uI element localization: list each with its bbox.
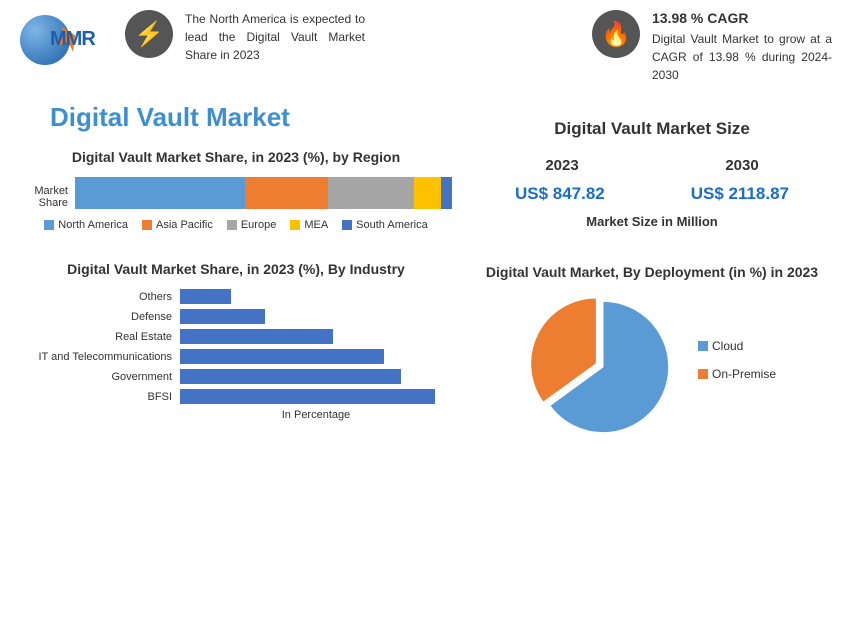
hbar-track [180, 389, 452, 404]
right-column: Digital Vault Market Size 2023 2030 US$ … [472, 94, 832, 442]
stat-text-cagr: Digital Vault Market to grow at a CAGR o… [652, 30, 832, 84]
legend-label: North America [58, 219, 128, 231]
hbar-fill [180, 309, 265, 324]
legend-swatch [227, 220, 237, 230]
legend-item: Europe [227, 219, 276, 231]
market-size-years: 2023 2030 [472, 157, 832, 174]
hbar-label: Defense [20, 311, 180, 323]
hbar-track [180, 369, 452, 384]
market-size-year2: 2030 [725, 157, 758, 174]
legend-label: Europe [241, 219, 276, 231]
stacked-seg-europe [328, 177, 415, 209]
legend-item: North America [44, 219, 128, 231]
region-chart: Digital Vault Market Share, in 2023 (%),… [20, 149, 452, 231]
hbar-fill [180, 369, 401, 384]
stacked-bar [75, 177, 452, 209]
legend-label: Asia Pacific [156, 219, 213, 231]
market-size-val2: US$ 2118.87 [691, 184, 789, 204]
legend-swatch [290, 220, 300, 230]
hbar-row: Government [20, 369, 452, 384]
hbar-fill [180, 329, 333, 344]
industry-chart: Digital Vault Market Share, in 2023 (%),… [20, 261, 452, 421]
lightning-icon: ⚡ [125, 10, 173, 58]
legend-item: Cloud [698, 339, 776, 353]
stat-block-region: ⚡ The North America is expected to lead … [125, 10, 365, 64]
region-legend: North America Asia Pacific Europe MEA South … [20, 219, 452, 231]
main-content: Digital Vault Market Digital Vault Marke… [0, 84, 852, 462]
hbar-fill [180, 389, 435, 404]
legend-swatch [142, 220, 152, 230]
hbar-label: Government [20, 371, 180, 383]
left-column: Digital Vault Market Digital Vault Marke… [20, 94, 452, 442]
hbar-fill [180, 289, 231, 304]
region-chart-body: Market Share [20, 177, 452, 209]
logo: MMR [20, 10, 110, 70]
legend-label: On-Premise [712, 367, 776, 381]
page-title: Digital Vault Market [50, 102, 452, 133]
hbar-row: BFSI [20, 389, 452, 404]
region-y-label: Market Share [20, 185, 68, 209]
hbar-row: Others [20, 289, 452, 304]
market-size-year1: 2023 [545, 157, 578, 174]
hbar-track [180, 309, 452, 324]
hbar-track [180, 289, 452, 304]
region-y-label-1: Market [34, 185, 68, 197]
hbar-row: IT and Telecommunications [20, 349, 452, 364]
pie-legend: Cloud On-Premise [698, 339, 776, 395]
industry-chart-title: Digital Vault Market Share, in 2023 (%),… [20, 261, 452, 277]
market-size-val1: US$ 847.82 [515, 184, 605, 204]
stat-text-region: The North America is expected to lead th… [185, 10, 365, 64]
pie-svg [528, 292, 678, 442]
hbar-label: Others [20, 291, 180, 303]
hbar-fill [180, 349, 384, 364]
hbar-row: Defense [20, 309, 452, 324]
legend-label: Cloud [712, 339, 743, 353]
legend-swatch [342, 220, 352, 230]
legend-swatch [44, 220, 54, 230]
industry-bars: Others Defense Real Estate IT and Telecommu… [20, 289, 452, 404]
hbar-track [180, 349, 452, 364]
market-size-section: Digital Vault Market Size 2023 2030 US$ … [472, 119, 832, 229]
legend-swatch [698, 341, 708, 351]
region-y-label-2: Share [39, 197, 68, 209]
legend-item: On-Premise [698, 367, 776, 381]
market-size-values: US$ 847.82 US$ 2118.87 [472, 184, 832, 204]
cagr-title: 13.98 % CAGR [652, 10, 832, 26]
pie-section: Digital Vault Market, By Deployment (in … [472, 264, 832, 442]
hbar-label: BFSI [20, 391, 180, 403]
stacked-seg-south-america [441, 177, 452, 209]
stacked-seg-mea [414, 177, 440, 209]
industry-x-axis: In Percentage [20, 409, 452, 421]
flame-icon: 🔥 [592, 10, 640, 58]
hbar-label: Real Estate [20, 331, 180, 343]
logo-text: MMR [50, 28, 95, 51]
legend-swatch [698, 369, 708, 379]
market-size-title: Digital Vault Market Size [472, 119, 832, 139]
stacked-seg-asia-pacific [245, 177, 328, 209]
legend-item: MEA [290, 219, 328, 231]
legend-label: MEA [304, 219, 328, 231]
stat-block-cagr: 🔥 13.98 % CAGR Digital Vault Market to g… [592, 10, 832, 84]
hbar-row: Real Estate [20, 329, 452, 344]
legend-item: Asia Pacific [142, 219, 213, 231]
hbar-track [180, 329, 452, 344]
pie-wrap: Cloud On-Premise [472, 292, 832, 442]
pie-chart [528, 292, 678, 442]
legend-item: South America [342, 219, 428, 231]
market-size-subtitle: Market Size in Million [472, 214, 832, 229]
header: MMR ⚡ The North America is expected to l… [0, 0, 852, 84]
region-chart-title: Digital Vault Market Share, in 2023 (%),… [20, 149, 452, 165]
legend-label: South America [356, 219, 428, 231]
stacked-seg-north-america [75, 177, 245, 209]
pie-chart-title: Digital Vault Market, By Deployment (in … [472, 264, 832, 280]
hbar-label: IT and Telecommunications [20, 351, 180, 363]
